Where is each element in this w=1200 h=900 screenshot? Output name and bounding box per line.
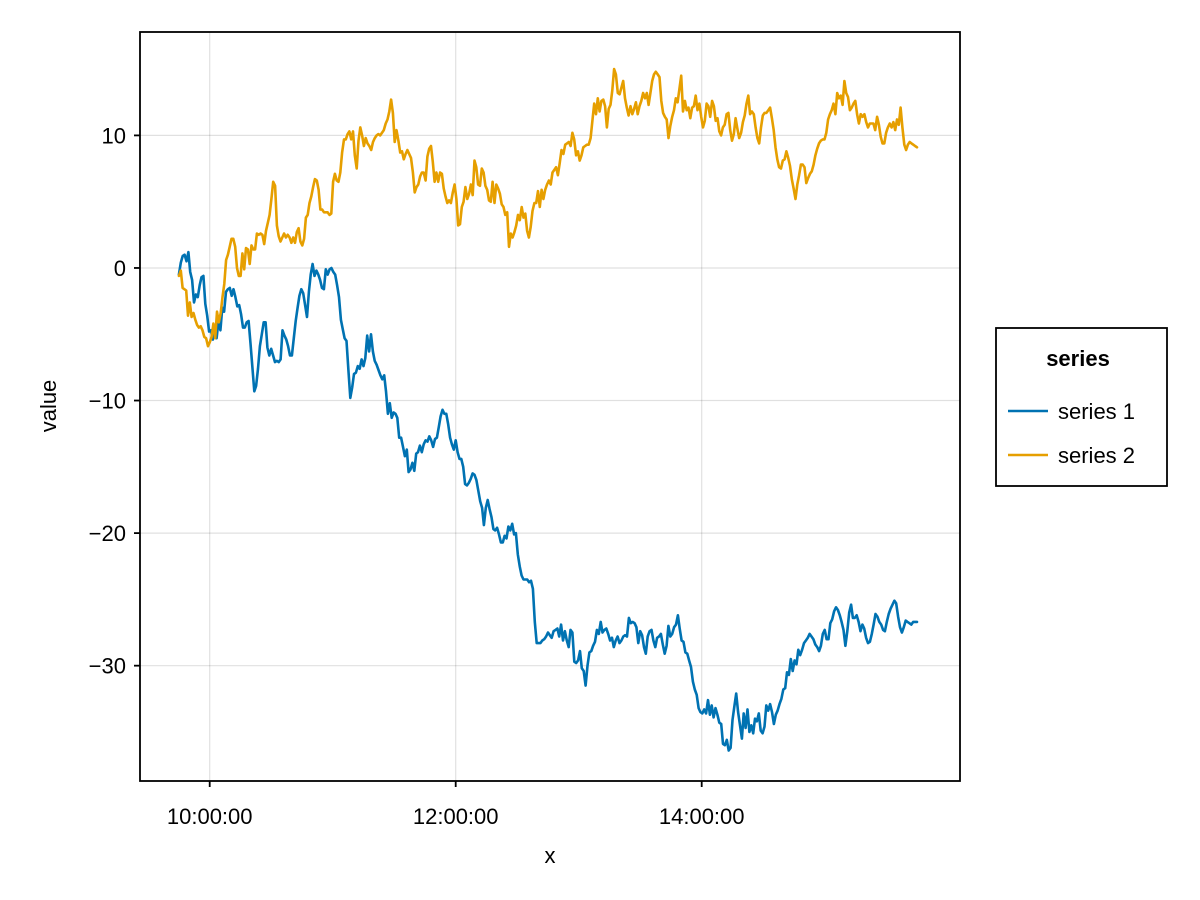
x-tick-label: 10:00:00 <box>167 804 253 829</box>
y-tick-label: 10 <box>102 123 126 148</box>
y-tick-label: −30 <box>89 654 126 679</box>
y-tick-label: −20 <box>89 521 126 546</box>
grid <box>140 32 960 781</box>
legend-title: series <box>1046 346 1110 371</box>
y-axis: 10 0 −10 −20 −30 <box>89 123 140 679</box>
x-axis: 10:00:00 12:00:00 14:00:00 <box>167 781 745 829</box>
series-lines <box>177 67 919 752</box>
series-line-1 <box>177 250 919 752</box>
x-tick-label: 12:00:00 <box>413 804 499 829</box>
legend-label-series-2: series 2 <box>1058 443 1135 468</box>
x-axis-label: x <box>545 843 556 868</box>
series-line-2 <box>177 67 919 348</box>
x-tick-label: 14:00:00 <box>659 804 745 829</box>
plot-frame <box>139 31 961 782</box>
legend-label-series-1: series 1 <box>1058 399 1135 424</box>
y-tick-label: −10 <box>89 389 126 414</box>
legend-box <box>995 327 1168 487</box>
legend: series series 1 series 2 <box>995 327 1168 487</box>
y-tick-label: 0 <box>114 256 126 281</box>
y-axis-label: value <box>36 380 61 433</box>
